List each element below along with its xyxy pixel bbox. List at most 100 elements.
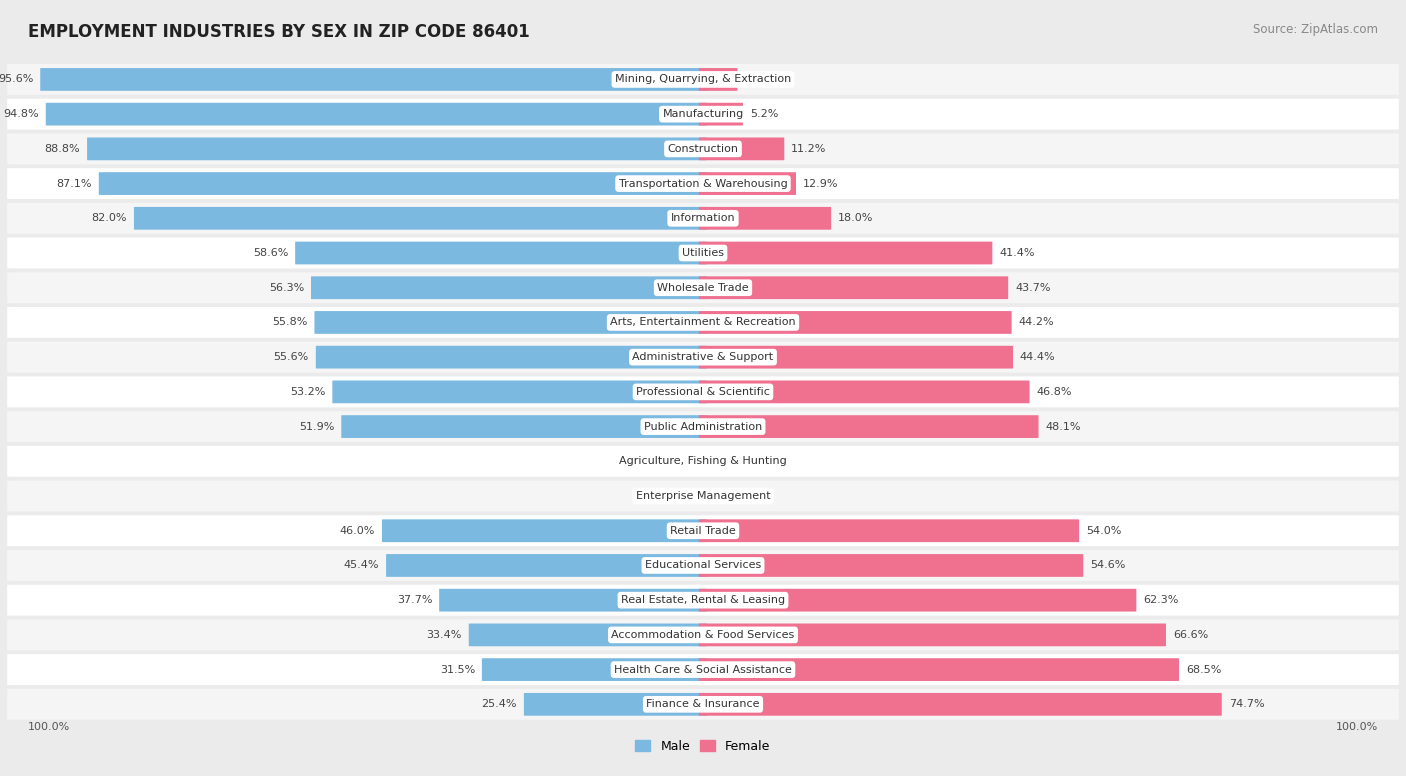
FancyBboxPatch shape — [7, 619, 1399, 650]
Text: Agriculture, Fishing & Hunting: Agriculture, Fishing & Hunting — [619, 456, 787, 466]
FancyBboxPatch shape — [699, 172, 796, 195]
FancyBboxPatch shape — [315, 311, 707, 334]
Text: Enterprise Management: Enterprise Management — [636, 491, 770, 501]
FancyBboxPatch shape — [134, 207, 707, 230]
Text: 88.8%: 88.8% — [45, 144, 80, 154]
Text: Arts, Entertainment & Recreation: Arts, Entertainment & Recreation — [610, 317, 796, 327]
Text: 0.0%: 0.0% — [714, 491, 742, 501]
Text: 55.6%: 55.6% — [274, 352, 309, 362]
FancyBboxPatch shape — [7, 585, 1399, 615]
Text: 41.4%: 41.4% — [1000, 248, 1035, 258]
Text: 54.6%: 54.6% — [1090, 560, 1126, 570]
FancyBboxPatch shape — [7, 411, 1399, 442]
Text: Mining, Quarrying, & Extraction: Mining, Quarrying, & Extraction — [614, 74, 792, 85]
Text: 46.0%: 46.0% — [340, 526, 375, 535]
FancyBboxPatch shape — [382, 519, 707, 542]
FancyBboxPatch shape — [98, 172, 707, 195]
Text: 4.4%: 4.4% — [744, 74, 773, 85]
Text: 18.0%: 18.0% — [838, 213, 873, 223]
FancyBboxPatch shape — [699, 276, 1008, 299]
FancyBboxPatch shape — [699, 346, 1012, 369]
FancyBboxPatch shape — [699, 658, 1180, 681]
FancyBboxPatch shape — [699, 137, 785, 161]
Text: 62.3%: 62.3% — [1143, 595, 1178, 605]
FancyBboxPatch shape — [439, 589, 707, 611]
Text: 43.7%: 43.7% — [1015, 282, 1050, 293]
Text: 44.4%: 44.4% — [1019, 352, 1056, 362]
Text: 31.5%: 31.5% — [440, 664, 475, 674]
Text: Administrative & Support: Administrative & Support — [633, 352, 773, 362]
FancyBboxPatch shape — [7, 446, 1399, 476]
FancyBboxPatch shape — [699, 241, 993, 265]
FancyBboxPatch shape — [699, 68, 738, 91]
FancyBboxPatch shape — [699, 623, 1166, 646]
Text: Health Care & Social Assistance: Health Care & Social Assistance — [614, 664, 792, 674]
Text: 44.2%: 44.2% — [1018, 317, 1054, 327]
FancyBboxPatch shape — [699, 554, 1083, 577]
Text: 100.0%: 100.0% — [1336, 722, 1378, 733]
Text: 48.1%: 48.1% — [1046, 421, 1081, 431]
FancyBboxPatch shape — [7, 133, 1399, 165]
FancyBboxPatch shape — [7, 550, 1399, 581]
FancyBboxPatch shape — [332, 380, 707, 404]
Text: 74.7%: 74.7% — [1229, 699, 1264, 709]
FancyBboxPatch shape — [7, 341, 1399, 372]
Text: Manufacturing: Manufacturing — [662, 109, 744, 120]
FancyBboxPatch shape — [387, 554, 707, 577]
Text: 94.8%: 94.8% — [3, 109, 39, 120]
Text: 0.0%: 0.0% — [714, 456, 742, 466]
FancyBboxPatch shape — [468, 623, 707, 646]
Text: Educational Services: Educational Services — [645, 560, 761, 570]
Text: Information: Information — [671, 213, 735, 223]
Text: 53.2%: 53.2% — [290, 387, 325, 397]
FancyBboxPatch shape — [7, 237, 1399, 268]
Text: 0.0%: 0.0% — [664, 491, 692, 501]
Text: 11.2%: 11.2% — [792, 144, 827, 154]
FancyBboxPatch shape — [41, 68, 707, 91]
Text: 33.4%: 33.4% — [426, 630, 463, 640]
FancyBboxPatch shape — [7, 480, 1399, 511]
FancyBboxPatch shape — [7, 203, 1399, 234]
FancyBboxPatch shape — [7, 272, 1399, 303]
FancyBboxPatch shape — [699, 519, 1080, 542]
Text: 51.9%: 51.9% — [299, 421, 335, 431]
Text: 58.6%: 58.6% — [253, 248, 288, 258]
Text: 5.2%: 5.2% — [749, 109, 779, 120]
Text: 95.6%: 95.6% — [0, 74, 34, 85]
FancyBboxPatch shape — [316, 346, 707, 369]
Text: 82.0%: 82.0% — [91, 213, 127, 223]
FancyBboxPatch shape — [699, 589, 1136, 611]
Text: 56.3%: 56.3% — [269, 282, 304, 293]
FancyBboxPatch shape — [7, 64, 1399, 95]
FancyBboxPatch shape — [295, 241, 707, 265]
FancyBboxPatch shape — [7, 99, 1399, 130]
FancyBboxPatch shape — [699, 380, 1029, 404]
Text: 68.5%: 68.5% — [1185, 664, 1222, 674]
Text: Utilities: Utilities — [682, 248, 724, 258]
FancyBboxPatch shape — [342, 415, 707, 438]
Text: Real Estate, Rental & Leasing: Real Estate, Rental & Leasing — [621, 595, 785, 605]
Text: Professional & Scientific: Professional & Scientific — [636, 387, 770, 397]
FancyBboxPatch shape — [311, 276, 707, 299]
Text: Public Administration: Public Administration — [644, 421, 762, 431]
FancyBboxPatch shape — [699, 693, 1222, 715]
Text: 54.0%: 54.0% — [1085, 526, 1122, 535]
Text: 100.0%: 100.0% — [28, 722, 70, 733]
Text: 46.8%: 46.8% — [1036, 387, 1071, 397]
Legend: Male, Female: Male, Female — [630, 735, 776, 758]
FancyBboxPatch shape — [7, 689, 1399, 720]
Text: 12.9%: 12.9% — [803, 178, 838, 189]
Text: 66.6%: 66.6% — [1173, 630, 1208, 640]
FancyBboxPatch shape — [7, 376, 1399, 407]
Text: 45.4%: 45.4% — [343, 560, 380, 570]
FancyBboxPatch shape — [699, 415, 1039, 438]
Text: 87.1%: 87.1% — [56, 178, 91, 189]
Text: Accommodation & Food Services: Accommodation & Food Services — [612, 630, 794, 640]
FancyBboxPatch shape — [699, 207, 831, 230]
FancyBboxPatch shape — [7, 515, 1399, 546]
Text: Wholesale Trade: Wholesale Trade — [657, 282, 749, 293]
Text: 25.4%: 25.4% — [481, 699, 517, 709]
FancyBboxPatch shape — [7, 168, 1399, 199]
FancyBboxPatch shape — [524, 693, 707, 715]
Text: Transportation & Warehousing: Transportation & Warehousing — [619, 178, 787, 189]
